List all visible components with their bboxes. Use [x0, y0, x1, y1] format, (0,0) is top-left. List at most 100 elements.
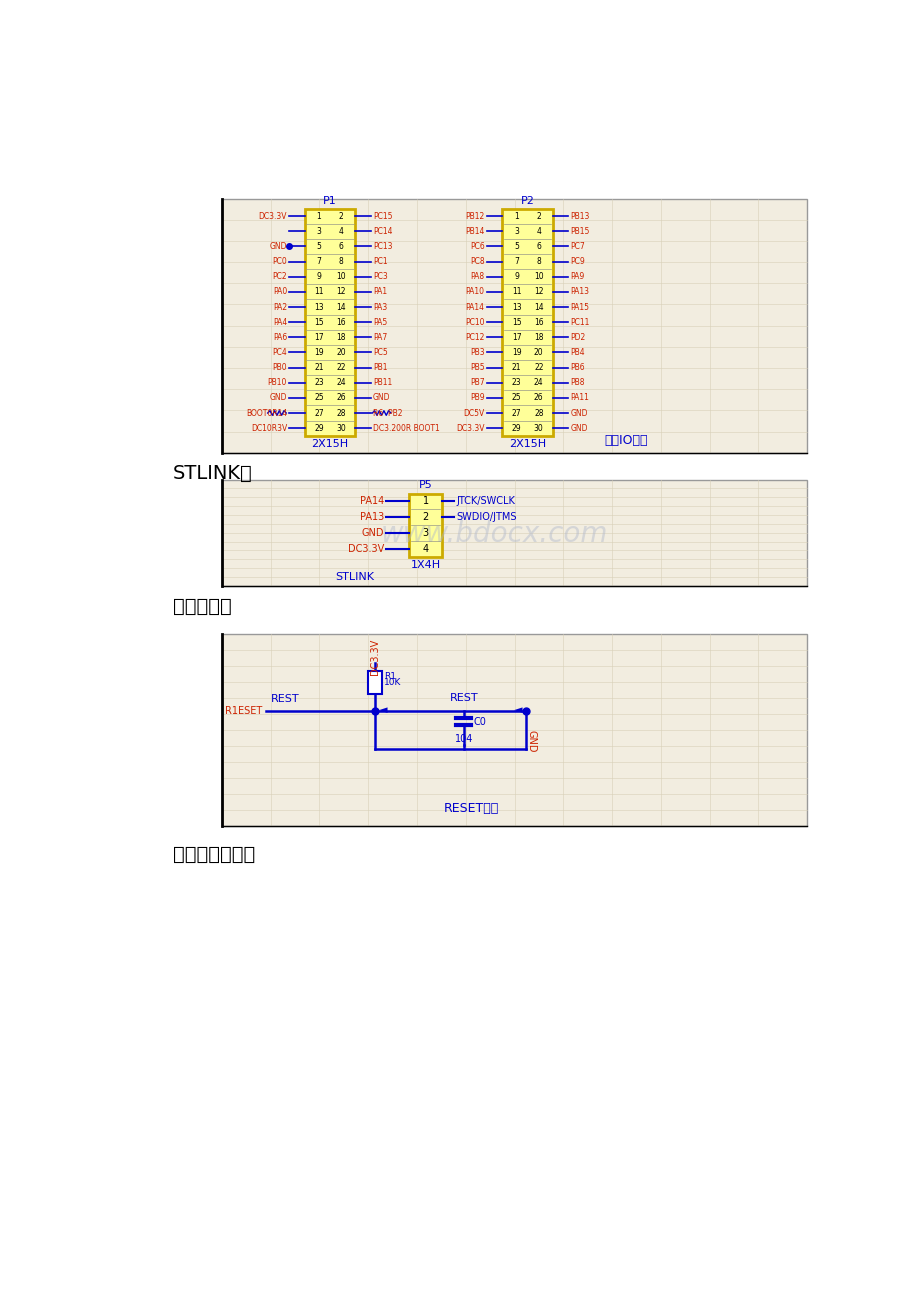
Text: P1: P1 — [323, 195, 336, 206]
Text: 4: 4 — [338, 227, 343, 236]
Text: PC4: PC4 — [272, 348, 287, 357]
Text: GND: GND — [269, 393, 287, 402]
Text: GND: GND — [570, 423, 587, 432]
Text: DC3.3V: DC3.3V — [456, 423, 484, 432]
Text: 7: 7 — [316, 256, 321, 266]
Text: 30: 30 — [533, 423, 543, 432]
Text: R6  PB2: R6 PB2 — [373, 409, 403, 418]
Text: 1X4H: 1X4H — [410, 560, 440, 570]
Bar — [368, 671, 381, 694]
Text: 2: 2 — [338, 212, 343, 220]
Text: PC1: PC1 — [373, 256, 387, 266]
Text: 28: 28 — [336, 409, 346, 418]
Text: 26: 26 — [336, 393, 346, 402]
Text: 11: 11 — [511, 288, 521, 297]
Text: PA6: PA6 — [273, 333, 287, 342]
Text: 16: 16 — [336, 318, 346, 327]
Text: 4: 4 — [422, 544, 428, 553]
Text: PC15: PC15 — [373, 212, 392, 220]
Text: R1ESET: R1ESET — [225, 706, 262, 716]
Text: 6: 6 — [536, 242, 540, 251]
Text: 15: 15 — [313, 318, 323, 327]
Text: PB10: PB10 — [267, 379, 287, 387]
Text: PB4: PB4 — [570, 348, 584, 357]
Text: PC14: PC14 — [373, 227, 392, 236]
Text: PB14: PB14 — [465, 227, 484, 236]
Text: 13: 13 — [511, 302, 521, 311]
Text: 21: 21 — [511, 363, 521, 372]
Text: PA14: PA14 — [465, 302, 484, 311]
Text: 28: 28 — [533, 409, 543, 418]
Text: PC12: PC12 — [465, 333, 484, 342]
Text: 14: 14 — [336, 302, 346, 311]
Text: 3: 3 — [514, 227, 518, 236]
Text: PC7: PC7 — [570, 242, 584, 251]
Text: 2X15H: 2X15H — [508, 439, 546, 449]
Text: 25: 25 — [313, 393, 323, 402]
Text: 11: 11 — [314, 288, 323, 297]
Text: DC3.3V: DC3.3V — [369, 638, 380, 674]
Text: ◄: ◄ — [514, 704, 522, 715]
Text: PB12: PB12 — [465, 212, 484, 220]
Text: PC10: PC10 — [465, 318, 484, 327]
Text: BOOT0R14: BOOT0R14 — [245, 409, 287, 418]
Text: 2: 2 — [422, 512, 428, 522]
Text: 29: 29 — [313, 423, 323, 432]
Text: 23: 23 — [511, 379, 521, 387]
Text: 22: 22 — [336, 363, 346, 372]
Text: GND: GND — [373, 393, 391, 402]
Text: DC3.3V: DC3.3V — [258, 212, 287, 220]
Text: PA8: PA8 — [470, 272, 484, 281]
Text: PD2: PD2 — [570, 333, 585, 342]
Text: PB3: PB3 — [470, 348, 484, 357]
Text: 9: 9 — [316, 272, 321, 281]
Text: 2X15H: 2X15H — [312, 439, 348, 449]
Text: 18: 18 — [533, 333, 543, 342]
Text: PB8: PB8 — [570, 379, 584, 387]
Text: 7: 7 — [514, 256, 518, 266]
Text: PC8: PC8 — [470, 256, 484, 266]
Text: 22: 22 — [533, 363, 543, 372]
Text: PC11: PC11 — [570, 318, 589, 327]
Text: PC13: PC13 — [373, 242, 392, 251]
Text: 复位电路：: 复位电路： — [173, 596, 232, 616]
Text: PA2: PA2 — [273, 302, 287, 311]
Text: 2: 2 — [536, 212, 540, 220]
Text: 18: 18 — [336, 333, 346, 342]
Text: PC9: PC9 — [570, 256, 584, 266]
Text: RESET复位: RESET复位 — [443, 802, 499, 815]
Text: 20: 20 — [533, 348, 543, 357]
Text: PB9: PB9 — [470, 393, 484, 402]
Text: www.bdocx.com: www.bdocx.com — [380, 519, 607, 548]
Text: DC5V: DC5V — [463, 409, 484, 418]
Text: 5: 5 — [514, 242, 518, 251]
Text: 13: 13 — [313, 302, 323, 311]
Text: PA13: PA13 — [359, 512, 383, 522]
Text: R1: R1 — [383, 672, 395, 681]
Text: PA5: PA5 — [373, 318, 387, 327]
Text: 5: 5 — [316, 242, 321, 251]
Text: 15: 15 — [511, 318, 521, 327]
Bar — [502, 208, 552, 436]
Text: 3: 3 — [316, 227, 321, 236]
Text: 10: 10 — [336, 272, 346, 281]
Bar — [221, 199, 806, 453]
Text: STLINK：: STLINK： — [173, 465, 253, 483]
Text: PA0: PA0 — [273, 288, 287, 297]
Text: 8: 8 — [536, 256, 540, 266]
Text: DC3.200R BOOT1: DC3.200R BOOT1 — [373, 423, 439, 432]
Text: PC2: PC2 — [272, 272, 287, 281]
Text: GND: GND — [570, 409, 587, 418]
Text: 24: 24 — [336, 379, 346, 387]
Text: PC5: PC5 — [373, 348, 388, 357]
Text: PA10: PA10 — [465, 288, 484, 297]
Text: 4: 4 — [536, 227, 540, 236]
Text: 9: 9 — [514, 272, 518, 281]
Text: PB5: PB5 — [470, 363, 484, 372]
Text: 系统时钟晶振：: 系统时钟晶振： — [173, 845, 255, 865]
Text: 27: 27 — [313, 409, 323, 418]
Text: 104: 104 — [454, 734, 472, 743]
Bar — [304, 208, 355, 436]
Text: ◄: ◄ — [378, 704, 387, 715]
Text: 20: 20 — [336, 348, 346, 357]
